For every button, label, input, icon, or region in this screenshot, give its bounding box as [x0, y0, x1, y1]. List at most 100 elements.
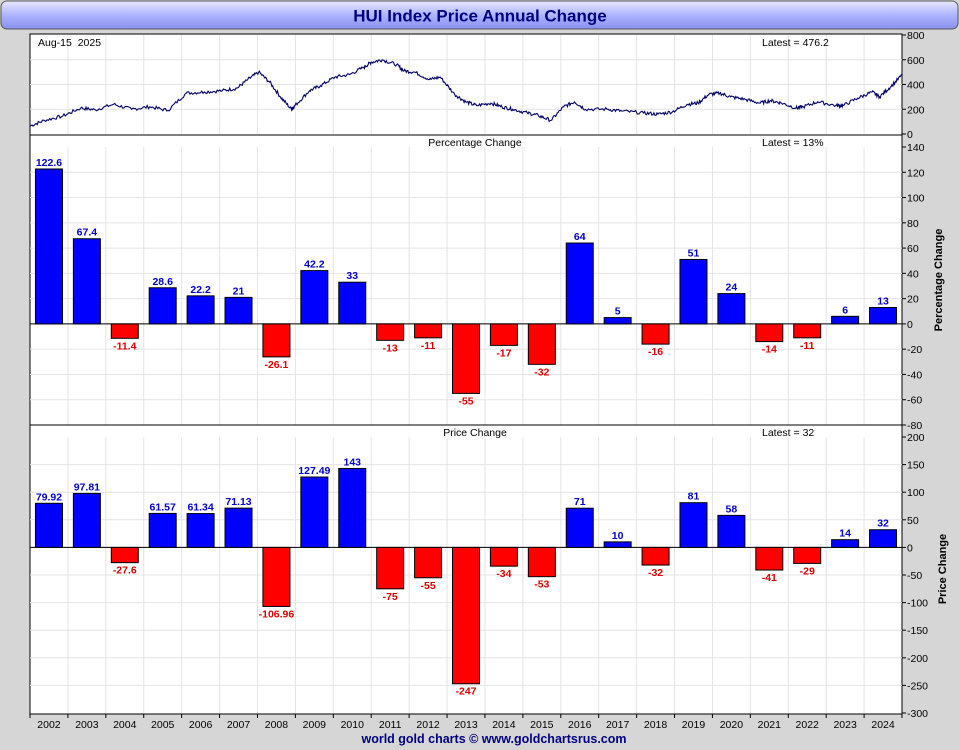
price-latest-label: Latest = 476.2: [762, 37, 829, 49]
bar-label-2009: 42.2: [304, 259, 325, 271]
bar-label-2006: 61.34: [187, 502, 213, 514]
y-tick-label: -300: [907, 708, 928, 720]
y-tick-label: 100: [907, 487, 925, 499]
bar-label-2023: 6: [842, 304, 848, 316]
x-tick-label-2015: 2015: [530, 719, 554, 731]
percentage-y-axis-title: Percentage Change: [933, 229, 945, 332]
y-tick-label: -40: [907, 369, 922, 381]
bar-label-2004: -11.4: [113, 340, 137, 352]
bar-label-2003: 97.81: [74, 481, 100, 493]
bar-label-2011: -75: [383, 591, 398, 603]
bar-2006: [186, 295, 215, 325]
x-tick-label-2014: 2014: [492, 719, 516, 731]
y-tick-label: 120: [907, 167, 925, 179]
y-tick-label: 400: [907, 80, 925, 92]
bar-2003: [72, 238, 101, 325]
bar-2004: [110, 546, 139, 564]
bar-2014: [489, 323, 518, 346]
bar-label-2014: -17: [496, 347, 511, 359]
bar-2007: [224, 296, 253, 325]
bar-label-2003: 67.4: [77, 227, 98, 239]
bar-2016: [565, 507, 594, 548]
x-tick-label-2024: 2024: [871, 719, 895, 731]
bar-label-2014: -34: [496, 568, 511, 580]
bar-label-2020: 24: [726, 282, 738, 294]
y-tick-label: 0: [907, 542, 913, 554]
bar-2005: [148, 287, 177, 325]
x-tick-label-2013: 2013: [454, 719, 478, 731]
y-tick-label: 60: [907, 243, 919, 255]
y-tick-label: -100: [907, 598, 928, 610]
bar-2007: [224, 507, 253, 548]
bar-2019: [679, 502, 708, 548]
percentage-latest-label: Latest = 13%: [762, 137, 824, 149]
bar-2017: [603, 541, 632, 548]
bar-label-2022: -11: [800, 340, 815, 352]
bar-label-2007: 71.13: [225, 496, 251, 508]
y-tick-label: 100: [907, 193, 925, 205]
bar-label-2007: 21: [233, 285, 245, 297]
x-tick-label-2011: 2011: [379, 719, 402, 731]
y-tick-label: 50: [907, 515, 919, 527]
bar-label-2023: 14: [839, 528, 851, 540]
bar-label-2006: 22.2: [190, 284, 211, 296]
bar-label-2009: 127.49: [298, 465, 330, 477]
bar-2017: [603, 317, 632, 325]
bar-label-2005: 61.57: [150, 501, 176, 513]
bar-label-2010: 143: [343, 456, 361, 468]
bar-label-2008: -26.1: [264, 359, 288, 371]
x-tick-label-2006: 2006: [189, 719, 213, 731]
y-tick-label: -250: [907, 680, 928, 692]
x-tick-label-2002: 2002: [37, 719, 61, 731]
bar-2023: [831, 539, 860, 548]
price-panel-grid: [30, 35, 902, 134]
y-tick-label: -150: [907, 625, 928, 637]
price-change-latest-label: Latest = 32: [762, 427, 814, 439]
bar-2011: [376, 546, 405, 590]
x-tick-label-2020: 2020: [720, 719, 744, 731]
bar-2021: [755, 323, 784, 343]
y-tick-label: 0: [907, 129, 913, 141]
bar-2015: [527, 546, 556, 578]
bar-label-2022: -29: [800, 565, 815, 577]
y-tick-label: 140: [907, 142, 925, 154]
bar-label-2002: 79.92: [36, 491, 62, 503]
x-tick-label-2022: 2022: [796, 719, 820, 731]
bar-label-2004: -27.6: [113, 565, 137, 577]
x-tick-label-2008: 2008: [265, 719, 289, 731]
bar-2023: [831, 315, 860, 325]
price-change-bars: [30, 467, 902, 685]
x-axis: 2002 2003 2004 2005 2006 2007 2008 2009 2010 2011…: [29, 714, 903, 731]
x-tick-label-2005: 2005: [151, 719, 175, 731]
bar-2012: [414, 546, 443, 579]
bar-2022: [793, 323, 822, 339]
bar-label-2012: -11: [421, 340, 436, 352]
bar-2009: [300, 270, 329, 325]
bar-2024: [869, 306, 898, 325]
bar-2010: [338, 281, 367, 325]
x-tick-label-2021: 2021: [758, 719, 782, 731]
bar-2002: [34, 168, 63, 325]
bar-label-2020: 58: [726, 503, 738, 515]
bar-2018: [641, 323, 670, 345]
x-tick-label-2017: 2017: [606, 719, 630, 731]
bar-2011: [376, 323, 405, 341]
bar-2019: [679, 258, 708, 325]
x-tick-label-2007: 2007: [227, 719, 251, 731]
bar-label-2016: 71: [574, 496, 586, 508]
bar-label-2015: -32: [534, 366, 549, 378]
bar-2022: [793, 546, 822, 564]
y-tick-label: -50: [907, 570, 922, 582]
bar-label-2018: -16: [648, 346, 663, 358]
bar-2012: [414, 323, 443, 339]
price-line-series: [29, 59, 903, 127]
bar-label-2019: 51: [688, 247, 700, 259]
bar-label-2002: 122.6: [36, 157, 62, 169]
bar-label-2019: 81: [688, 491, 700, 503]
y-tick-label: -80: [907, 420, 922, 432]
percentage-bar-labels: 122.6 67.4 -11.4 28.6 22.2 21 -26.1 42.2 33 -13 -1…: [36, 157, 889, 407]
bar-label-2015: -53: [534, 579, 549, 591]
price-change-y-axis-title: Price Change: [937, 534, 949, 604]
